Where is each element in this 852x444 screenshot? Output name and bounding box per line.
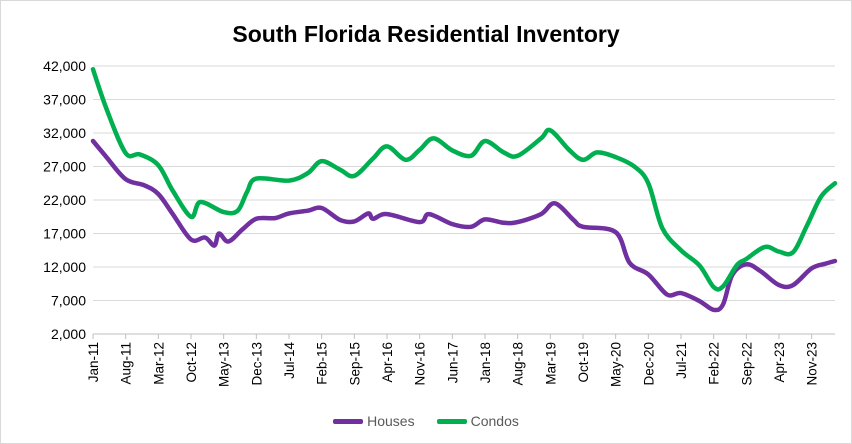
x-tick-label: Sep-22 [739,342,754,386]
legend-swatch-houses [333,418,364,424]
x-axis: Jan-11 Aug-11 Mar-12 Oct-12 May-13 Dec-13 Jul-… [86,333,835,387]
y-tick-label: 7,000 [51,293,86,309]
legend: Houses Condos [1,413,851,429]
x-tick-label: Mar-12 [151,342,166,385]
x-tick-label: Jun-17 [445,342,460,383]
y-tick-label: 17,000 [43,226,86,242]
x-tick-label: Sep-15 [347,342,362,386]
y-tick-label: 22,000 [43,192,86,208]
x-tick-label: Aug-11 [119,342,134,385]
x-tick-label: Jul-21 [674,342,689,379]
y-tick-label: 42,000 [43,58,86,74]
x-tick-label: Nov-23 [805,342,820,386]
x-tick-label: Feb-22 [707,342,722,385]
x-tick-label: Nov-16 [413,342,428,386]
x-tick-label: May-20 [609,342,624,387]
legend-item-condos: Condos [436,413,519,429]
x-tick-label: May-13 [217,342,232,387]
x-tick-label: Feb-15 [315,342,330,385]
y-tick-label: 2,000 [51,326,86,342]
series-line-houses [90,138,838,313]
series-lines [90,67,838,313]
series-line-condos [90,67,838,292]
x-tick-label: Jan-18 [478,342,493,383]
legend-label-houses: Houses [367,413,415,429]
y-axis: 2,000 7,000 12,000 17,000 22,000 27,000 32,000… [43,58,86,342]
x-tick-label: Oct-12 [184,342,199,383]
y-tick-label: 32,000 [43,125,86,141]
x-tick-label: Dec-20 [641,342,656,386]
legend-label-condos: Condos [470,413,519,429]
x-tick-label: Mar-19 [543,342,558,385]
x-tick-label: Jan-11 [86,342,101,382]
y-tick-label: 37,000 [43,92,86,108]
y-tick-label: 27,000 [43,159,86,175]
x-tick-label: Aug-18 [511,342,526,386]
x-tick-label: Apr-16 [380,342,395,383]
legend-item-houses: Houses [333,413,415,429]
x-tick-label: Apr-23 [772,342,787,383]
x-tick-label: Jul-14 [282,342,297,379]
chart-title: South Florida Residential Inventory [232,21,620,47]
x-tick-label: Dec-13 [249,342,264,386]
gridlines [93,65,835,301]
legend-swatch-condos [436,418,467,424]
y-tick-label: 12,000 [43,259,86,275]
x-tick-label: Oct-19 [576,342,591,383]
